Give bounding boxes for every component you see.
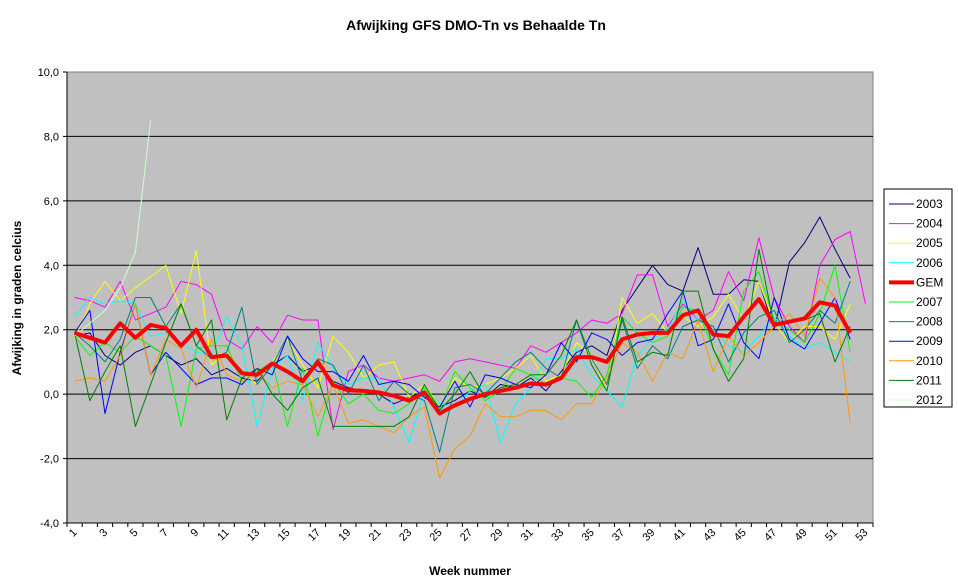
y-tick-label: 10,0 bbox=[38, 67, 59, 79]
x-tick-label: 13 bbox=[245, 527, 262, 544]
y-tick-label: 8,0 bbox=[44, 131, 59, 143]
x-tick-label: 23 bbox=[397, 527, 414, 544]
x-tick-label: 17 bbox=[306, 527, 323, 544]
y-axis-label: Afwijking in graden celcius bbox=[10, 220, 24, 375]
x-axis-label: Week nummer bbox=[429, 564, 511, 578]
x-tick-label: 11 bbox=[215, 527, 232, 544]
x-tick-label: 33 bbox=[549, 527, 566, 544]
legend-item-2005: 2005 bbox=[889, 236, 943, 250]
legend-item-2007: 2007 bbox=[889, 295, 943, 309]
x-tick-label: 47 bbox=[762, 527, 779, 544]
chart-title: Afwijking GFS DMO-Tn vs Behaalde Tn bbox=[346, 17, 606, 33]
y-tick-label: -2,0 bbox=[40, 454, 59, 466]
legend-label: 2005 bbox=[916, 236, 943, 250]
x-tick-label: 49 bbox=[793, 527, 810, 544]
legend-item-gem: GEM bbox=[889, 275, 943, 289]
y-tick-label: 4,0 bbox=[44, 260, 59, 272]
x-tick-label: 37 bbox=[610, 527, 627, 544]
legend-item-2010: 2010 bbox=[889, 354, 943, 368]
x-tick-label: 7 bbox=[158, 527, 171, 540]
legend-item-2004: 2004 bbox=[889, 217, 943, 231]
x-tick-label: 29 bbox=[488, 527, 505, 544]
legend-item-2003: 2003 bbox=[889, 197, 943, 211]
legend-item-2006: 2006 bbox=[889, 256, 943, 270]
x-tick-label: 51 bbox=[823, 527, 840, 544]
y-tick-label: -4,0 bbox=[40, 518, 59, 530]
series-line-2012 bbox=[74, 120, 152, 337]
series-line-2010 bbox=[74, 277, 851, 479]
series-line-2011 bbox=[74, 248, 851, 427]
y-tick-label: 2,0 bbox=[44, 325, 59, 337]
x-tick-label: 19 bbox=[336, 527, 353, 544]
x-tick-label: 21 bbox=[367, 527, 384, 544]
x-tick-label: 53 bbox=[853, 527, 870, 544]
series-line-2006 bbox=[74, 297, 851, 443]
x-tick-label: 41 bbox=[671, 527, 688, 544]
x-tick-label: 25 bbox=[428, 527, 445, 544]
legend-label: 2003 bbox=[916, 197, 943, 211]
x-tick-label: 1 bbox=[67, 527, 80, 540]
legend-label: 2012 bbox=[916, 393, 943, 407]
legend-label: 2011 bbox=[916, 373, 942, 387]
x-tick-label: 27 bbox=[458, 527, 475, 544]
series-line-2003 bbox=[74, 216, 851, 408]
x-tick-label: 3 bbox=[97, 527, 110, 540]
x-tick-label: 15 bbox=[275, 527, 292, 544]
x-tick-label: 9 bbox=[189, 527, 202, 540]
series-line-2008 bbox=[74, 281, 851, 453]
plot-area bbox=[66, 71, 874, 524]
legend: 2003 2004 2005 2006 GEM 2007 2008 2009 2010 2011 2… bbox=[883, 188, 953, 408]
legend-label: 2009 bbox=[916, 334, 943, 348]
legend-label: GEM bbox=[916, 275, 943, 289]
series-line-2004 bbox=[74, 231, 866, 431]
x-tick-label: 5 bbox=[128, 527, 141, 540]
x-tick-label: 43 bbox=[701, 527, 718, 544]
legend-label: 2004 bbox=[916, 217, 943, 231]
legend-item-2009: 2009 bbox=[889, 334, 943, 348]
legend-item-2012: 2012 bbox=[889, 393, 943, 407]
series-line-2009 bbox=[74, 290, 851, 414]
legend-label: 2008 bbox=[916, 315, 943, 329]
y-tick-label: 0,0 bbox=[44, 389, 59, 401]
y-tick-label: 6,0 bbox=[44, 196, 59, 208]
series-line-gem bbox=[73, 297, 852, 416]
x-tick-label: 35 bbox=[580, 527, 597, 544]
legend-item-2008: 2008 bbox=[889, 315, 943, 329]
x-tick-label: 31 bbox=[519, 527, 536, 544]
x-tick-label: 39 bbox=[640, 527, 657, 544]
legend-label: 2006 bbox=[916, 256, 943, 270]
x-tick-label: 45 bbox=[732, 527, 749, 544]
legend-item-2011: 2011 bbox=[889, 373, 942, 387]
legend-label: 2007 bbox=[916, 295, 943, 309]
legend-label: 2010 bbox=[916, 354, 943, 368]
legend-box bbox=[883, 188, 953, 408]
